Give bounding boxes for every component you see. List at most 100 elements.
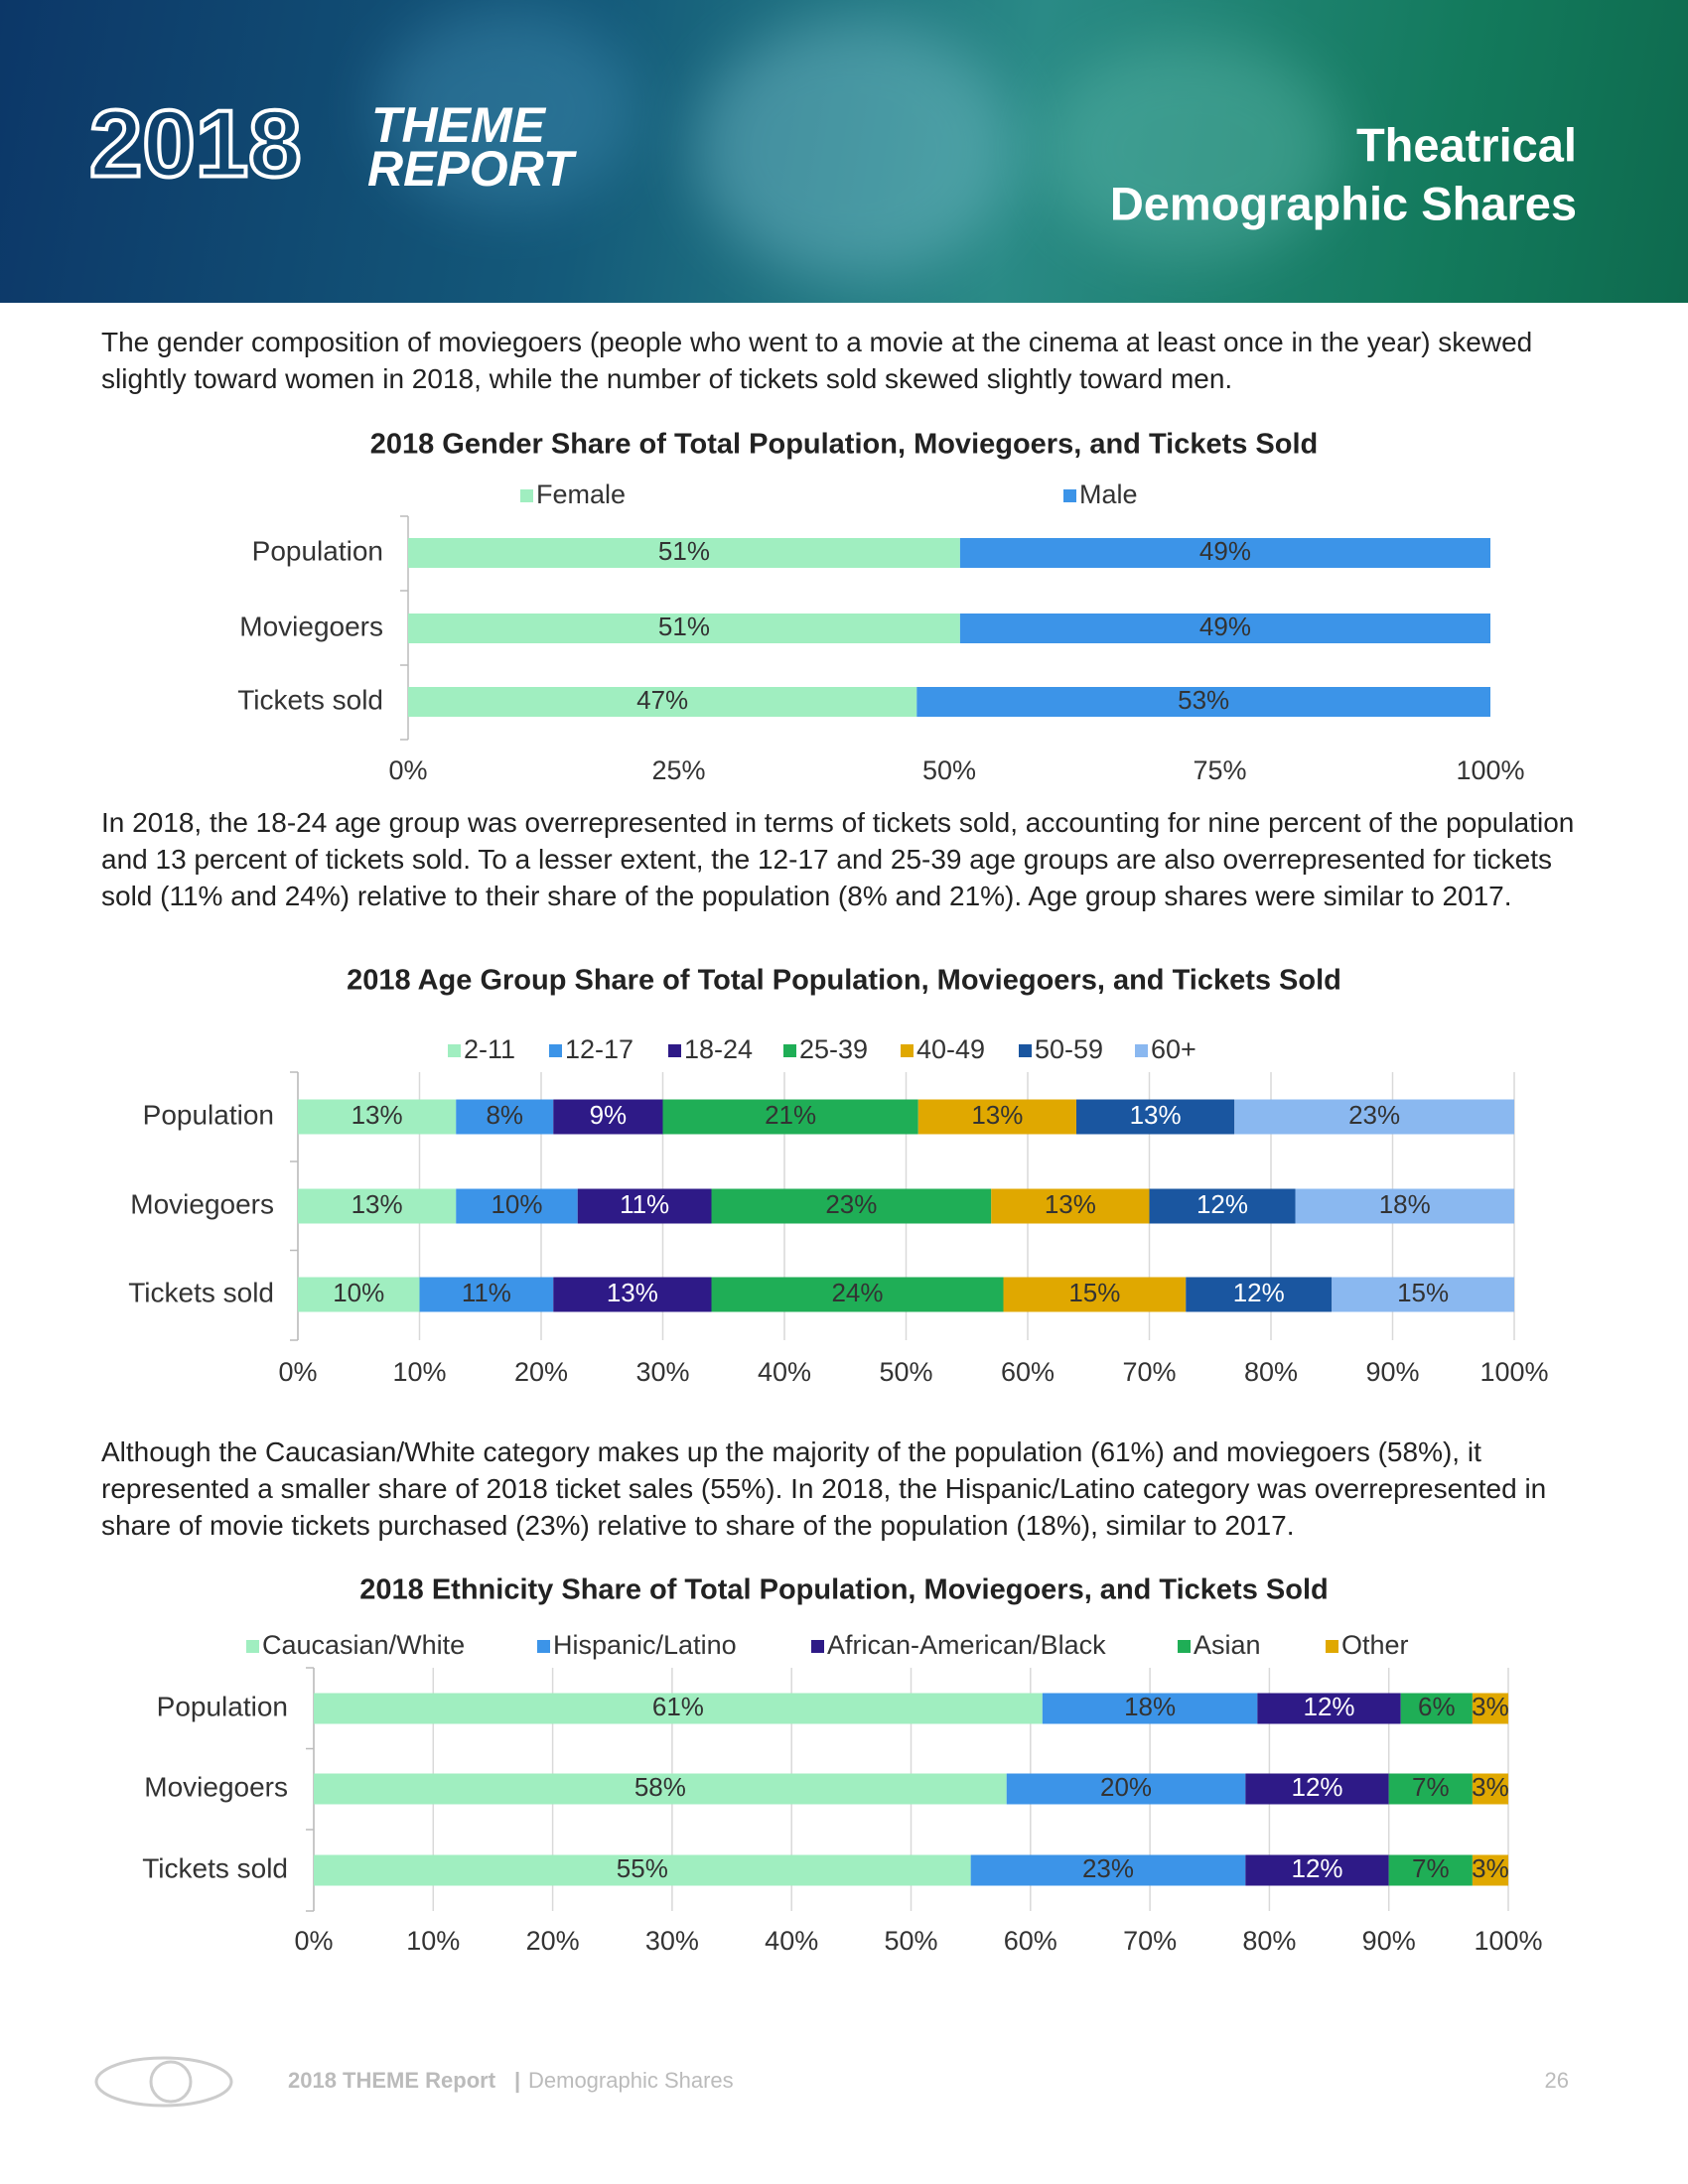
data-label: 12% (1291, 1772, 1342, 1802)
legend-swatch (811, 1640, 824, 1653)
x-tick-label: 30% (645, 1926, 699, 1956)
x-tick-label: 0% (388, 755, 427, 785)
header-graphics: 2018 THEME REPORT Theatrical Demographic… (87, 88, 1577, 229)
data-label: 12% (1304, 1692, 1355, 1721)
banner-decoration (695, 20, 1013, 278)
data-label: 11% (620, 1189, 669, 1219)
data-label: 21% (765, 1100, 816, 1130)
data-label: 3% (1472, 1853, 1509, 1883)
bar-segment (408, 538, 960, 568)
x-tick-label: 80% (1244, 1357, 1298, 1387)
x-tick-label: 50% (922, 755, 976, 785)
x-tick-label: 60% (1004, 1926, 1057, 1956)
legend-label: Caucasian/White (262, 1630, 465, 1660)
x-tick-label: 100% (1474, 1926, 1542, 1956)
data-label: 47% (636, 685, 688, 715)
legend-label: Hispanic/Latino (553, 1630, 737, 1660)
x-tick-label: 90% (1365, 1357, 1419, 1387)
bar-segment (1186, 1277, 1333, 1312)
legend-swatch (783, 1044, 796, 1057)
legend-label: Asian (1194, 1630, 1261, 1660)
bar-segment (1388, 1773, 1473, 1805)
x-tick-label: 0% (294, 1926, 333, 1956)
chart-title: 2018 Gender Share of Total Population, M… (370, 429, 1319, 461)
banner-decoration (1043, 40, 1340, 258)
legend-label: 12-17 (565, 1034, 633, 1064)
data-label: 10% (333, 1278, 384, 1307)
paragraph: Although the Caucasian/White category ma… (101, 1436, 1547, 1541)
bar-segment (456, 1188, 578, 1224)
data-label: 51% (658, 612, 710, 641)
logo-text: THEME (371, 97, 547, 153)
data-label: 18% (1124, 1692, 1176, 1721)
bar-segment (314, 1773, 1007, 1805)
category-label: Population (143, 1099, 274, 1130)
legend-label: 25-39 (799, 1034, 868, 1064)
paragraph: In 2018, the 18-24 age group was overrep… (101, 807, 1575, 911)
category-label: Population (157, 1691, 288, 1721)
x-tick-label: 90% (1362, 1926, 1416, 1956)
bar-segment (1006, 1773, 1246, 1805)
legend-swatch (520, 489, 533, 502)
bar-segment (1149, 1188, 1296, 1224)
data-label: 13% (1045, 1189, 1096, 1219)
bar-segment (314, 1693, 1043, 1724)
category-label: Moviegoers (144, 1771, 288, 1802)
x-tick-label: 80% (1242, 1926, 1296, 1956)
x-tick-label: 20% (526, 1926, 580, 1956)
data-label: 23% (1082, 1853, 1134, 1883)
bar-segment (1076, 1099, 1235, 1135)
data-label: 20% (1100, 1772, 1152, 1802)
x-tick-label: 70% (1122, 1357, 1176, 1387)
bar-segment (419, 1277, 554, 1312)
legend-swatch (901, 1044, 914, 1057)
data-label: 49% (1199, 612, 1251, 641)
legend-swatch (246, 1640, 259, 1653)
data-label: 3% (1472, 1772, 1509, 1802)
data-label: 58% (634, 1772, 686, 1802)
legend-label: African-American/Black (827, 1630, 1106, 1660)
x-tick-label: 75% (1193, 755, 1246, 785)
bar-segment (1245, 1854, 1389, 1886)
data-label: 23% (1348, 1100, 1400, 1130)
legend-swatch (448, 1044, 461, 1057)
x-tick-label: 30% (635, 1357, 689, 1387)
bar-segment (1234, 1099, 1514, 1135)
data-label: 12% (1233, 1278, 1285, 1307)
bar-segment (662, 1099, 918, 1135)
bar-segment (298, 1099, 457, 1135)
data-label: 53% (1178, 685, 1229, 715)
footer-section: Demographic Shares (528, 2068, 734, 2093)
bar-segment (553, 1099, 663, 1135)
bar-segment (408, 614, 960, 643)
bar-segment (1003, 1277, 1187, 1312)
data-label: 61% (652, 1692, 704, 1721)
bar-segment (711, 1188, 992, 1224)
data-label: 12% (1291, 1853, 1342, 1883)
legend-label: 18-24 (684, 1034, 753, 1064)
paragraph: The gender composition of moviegoers (pe… (101, 327, 1533, 394)
legend-swatch (1063, 489, 1076, 502)
x-tick-label: 50% (884, 1926, 937, 1956)
page-title: Theatrical (1356, 118, 1577, 171)
data-label: 10% (491, 1189, 542, 1219)
data-label: 13% (971, 1100, 1023, 1130)
footer-separator: | (514, 2068, 520, 2093)
x-tick-label: 70% (1123, 1926, 1177, 1956)
chart-title: 2018 Ethnicity Share of Total Population… (359, 1574, 1328, 1606)
bar-segment (1295, 1188, 1514, 1224)
bar-segment (1245, 1773, 1389, 1805)
legend-swatch (1135, 1044, 1148, 1057)
bar-segment (1257, 1693, 1401, 1724)
bar-segment (456, 1099, 554, 1135)
legend-swatch (668, 1044, 681, 1057)
x-tick-label: 10% (392, 1357, 446, 1387)
legend-label: 2-11 (464, 1034, 515, 1064)
data-label: 8% (486, 1100, 523, 1130)
data-label: 18% (1379, 1189, 1431, 1219)
bar-segment (1400, 1693, 1473, 1724)
data-label: 7% (1412, 1853, 1450, 1883)
x-tick-label: 40% (758, 1357, 811, 1387)
header-banner: 2018 THEME REPORT Theatrical Demographic… (0, 0, 1688, 303)
data-label: 6% (1418, 1692, 1456, 1721)
